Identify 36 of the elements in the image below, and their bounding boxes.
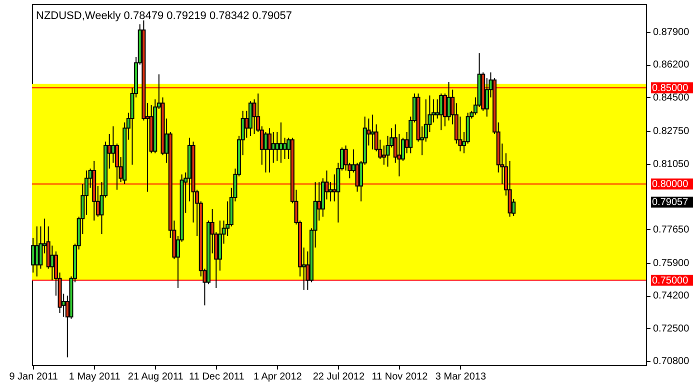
candlestick	[282, 137, 287, 160]
y-tick-label: 0.86200	[653, 60, 690, 71]
x-tick-label: 11 Dec 2011	[189, 372, 245, 382]
y-tick-label: 0.81050	[653, 158, 690, 170]
candlestick	[439, 93, 444, 131]
candlestick	[275, 132, 280, 162]
x-tick-label: 9 Jan 2011	[9, 372, 58, 382]
candlestick	[328, 182, 333, 202]
y-tick-label: 0.87900	[653, 26, 690, 38]
x-tick-label: 21 Aug 2011	[128, 372, 184, 382]
x-tick-label: 3 Mar 2013	[435, 372, 486, 382]
candlestick	[370, 114, 375, 150]
candlestick	[111, 126, 116, 164]
x-tick-label: 11 Nov 2012	[372, 372, 428, 382]
candlestick	[34, 226, 39, 277]
candlestick	[268, 128, 272, 173]
candlestick	[31, 237, 36, 274]
x-tick-label: 1 Apr 2012	[253, 372, 302, 382]
text: 0.79057	[652, 197, 689, 208]
x-tick-label: 1 May 2011	[68, 372, 121, 382]
y-tick-label: 0.72500	[653, 323, 690, 334]
y-tick-label: 0.74200	[653, 290, 690, 302]
candlestick	[271, 132, 276, 164]
candlestick	[50, 245, 54, 281]
x-tick-label: 22 Jul 2012	[312, 372, 365, 382]
y-tick-label: 0.70800	[653, 356, 690, 368]
ref-line-label: 0.75000	[652, 275, 689, 286]
text: NZDUSD,Weekly 0.78479 0.79219 0.78342 0.79057	[36, 10, 292, 22]
y-tick-label: 0.75900	[653, 258, 690, 269]
ref-line-label: 0.85000	[652, 82, 689, 94]
y-tick-label: 0.82750	[653, 126, 690, 138]
y-tick-label: 0.84500	[653, 92, 690, 104]
candlestick	[264, 132, 268, 173]
y-tick-label: 0.77650	[653, 224, 690, 236]
candlestick	[278, 122, 283, 164]
ref-line-label: 0.80000	[652, 179, 689, 190]
